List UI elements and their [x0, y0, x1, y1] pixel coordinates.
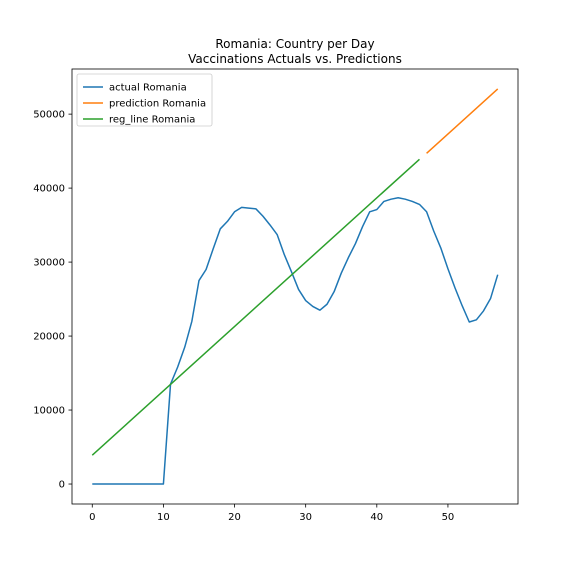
legend-label: actual Romania: [109, 83, 187, 94]
axes-frame: [71, 68, 519, 505]
y-tick-label: 0: [59, 480, 65, 491]
series-layer: [91, 88, 499, 485]
legend-label: reg_line Romania: [109, 115, 195, 126]
plot-area: [71, 68, 519, 505]
y-tick-label: 20000: [33, 332, 65, 343]
x-tick-label: 0: [89, 512, 95, 523]
series-line-prediction-romania: [426, 88, 499, 154]
x-tick-label: 40: [370, 512, 383, 523]
chart-subtitle: Vaccinations Actuals vs. Predictions: [188, 52, 402, 66]
x-axis: 0 10 20 30 40 50: [89, 504, 454, 523]
x-tick-label: 30: [299, 512, 312, 523]
x-tick-label: 10: [157, 512, 170, 523]
legend: actual Romania prediction Romania reg_line…: [76, 73, 213, 127]
series-line-actual-romania: [92, 196, 499, 485]
y-tick-label: 50000: [33, 110, 65, 121]
legend-box: [76, 73, 213, 127]
y-tick-label: 30000: [33, 258, 65, 269]
legend-label: prediction Romania: [109, 99, 206, 110]
series-line-reg-line-romania: [91, 158, 420, 456]
y-tick-label: 40000: [33, 184, 65, 195]
y-tick-label: 10000: [33, 406, 65, 417]
x-tick-label: 50: [442, 512, 455, 523]
chart-title: Romania: Country per Day: [215, 37, 374, 51]
y-axis: 0 10000 20000 30000 40000 50000: [33, 110, 72, 491]
x-tick-label: 20: [228, 512, 241, 523]
